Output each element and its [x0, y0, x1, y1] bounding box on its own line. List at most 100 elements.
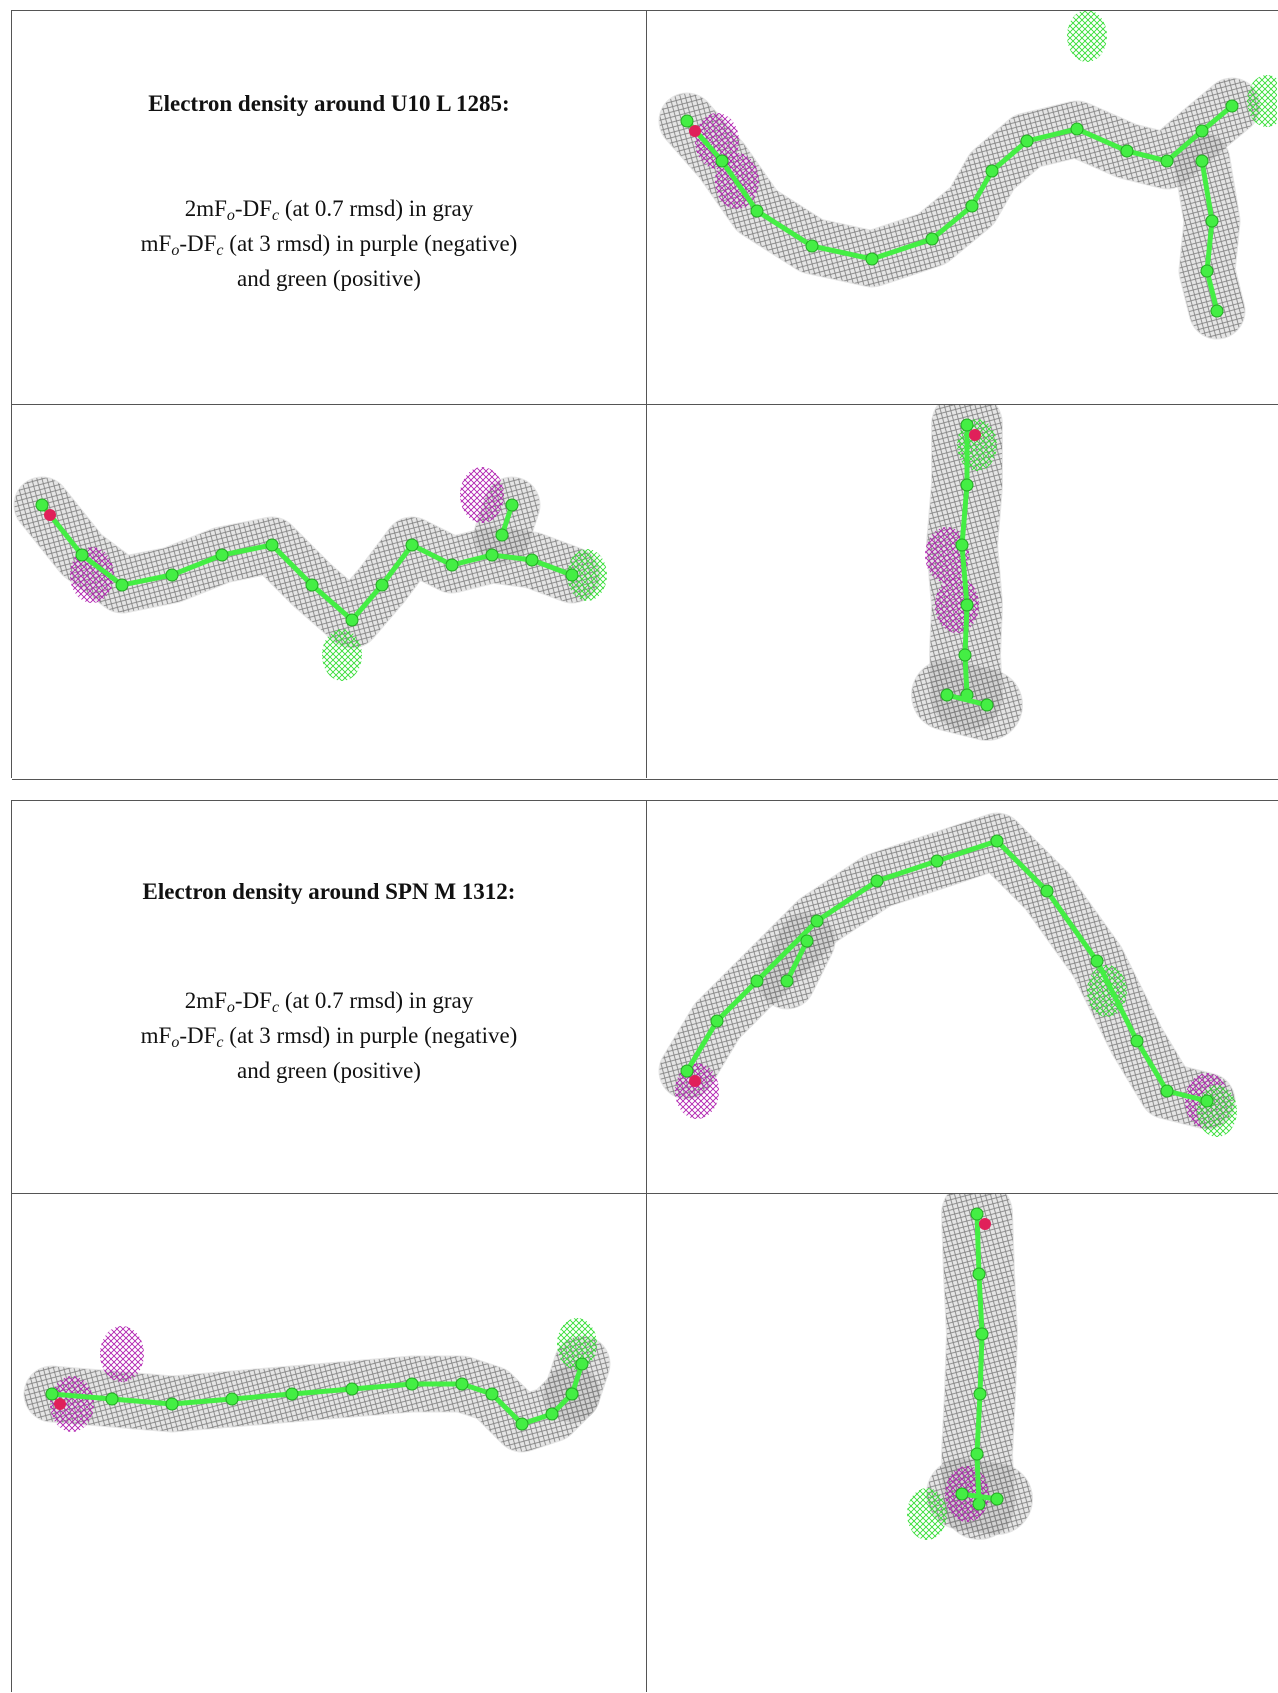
atom	[681, 115, 693, 127]
atom	[931, 855, 943, 867]
density-image	[647, 405, 1277, 779]
atom	[406, 539, 418, 551]
atom	[681, 1065, 693, 1077]
oxygen	[689, 125, 701, 137]
atom	[286, 1388, 298, 1400]
atom	[956, 539, 968, 551]
legend-text: mF	[141, 231, 172, 256]
legend-text: (at 3 rmsd) in purple (negative)	[224, 1023, 518, 1048]
atom	[1226, 100, 1238, 112]
atom	[811, 915, 823, 927]
atom	[526, 554, 538, 566]
atom	[516, 1418, 528, 1430]
atom	[1201, 1095, 1213, 1107]
legend-line: 2mFo-DFc (at 0.7 rmsd) in gray	[12, 983, 646, 1018]
atom	[973, 1268, 985, 1280]
legend-line: mFo-DFc (at 3 rmsd) in purple (negative)	[12, 226, 646, 261]
atom	[961, 599, 973, 611]
atom	[1196, 155, 1208, 167]
subscript: o	[227, 207, 235, 224]
atom	[486, 1388, 498, 1400]
atom	[546, 1408, 558, 1420]
legend-line: 2mFo-DFc (at 0.7 rmsd) in gray	[12, 191, 646, 226]
legend-text: (at 0.7 rmsd) in gray	[279, 196, 473, 221]
atom	[751, 205, 763, 217]
atom	[46, 1388, 58, 1400]
oxygen	[689, 1075, 701, 1087]
atom	[986, 165, 998, 177]
atom	[1091, 955, 1103, 967]
atom	[1161, 1085, 1173, 1097]
caption-cell: Electron density around U10 L 1285: 2mFo-…	[12, 11, 646, 404]
panel-title: Electron density around SPN M 1312:	[12, 879, 646, 905]
legend: 2mFo-DFc (at 0.7 rmsd) in graymFo-DFc (a…	[12, 983, 646, 1088]
legend-text: -DF	[179, 231, 216, 256]
density-image	[12, 1194, 642, 1584]
panel: Electron density around SPN M 1312: 2mFo-…	[11, 800, 1278, 1692]
atom	[216, 549, 228, 561]
legend-text: -DF	[235, 196, 272, 221]
atom	[1161, 155, 1173, 167]
atom	[406, 1378, 418, 1390]
atom	[1211, 305, 1223, 317]
atom	[961, 479, 973, 491]
atom	[751, 975, 763, 987]
subscript: c	[272, 207, 279, 224]
atom	[1021, 135, 1033, 147]
caption-cell: Electron density around SPN M 1312: 2mFo-…	[12, 801, 646, 1193]
atom	[1201, 265, 1213, 277]
green-mesh	[1067, 11, 1107, 62]
image-cell	[647, 1194, 1277, 1693]
atom	[711, 1015, 723, 1027]
atom	[226, 1393, 238, 1405]
legend-line: and green (positive)	[12, 1053, 646, 1088]
atom	[576, 1358, 588, 1370]
atom	[716, 155, 728, 167]
image-cell	[12, 1194, 642, 1693]
atom	[1041, 885, 1053, 897]
atom	[991, 1493, 1003, 1505]
atom	[973, 1498, 985, 1510]
atom	[871, 875, 883, 887]
panel-title: Electron density around U10 L 1285:	[12, 91, 646, 117]
green-mesh	[907, 1488, 947, 1540]
atom	[36, 499, 48, 511]
atom	[976, 1328, 988, 1340]
atom	[926, 233, 938, 245]
legend-text: 2mF	[185, 988, 227, 1013]
density-image	[647, 1194, 1277, 1584]
subscript: c	[216, 1034, 223, 1051]
atom	[266, 539, 278, 551]
atom	[566, 569, 578, 581]
atom	[1131, 1035, 1143, 1047]
oxygen	[54, 1398, 66, 1410]
gray-mesh-edge	[687, 106, 1232, 259]
subscript: c	[216, 242, 223, 259]
atom	[346, 1383, 358, 1395]
legend-text: and green (positive)	[237, 1058, 421, 1083]
subscript: o	[227, 999, 235, 1016]
atom	[1206, 215, 1218, 227]
atom	[506, 499, 518, 511]
subscript: c	[272, 999, 279, 1016]
purple-mesh	[460, 467, 504, 523]
image-cell	[12, 405, 642, 779]
image-cell	[647, 801, 1277, 1193]
legend-text: and green (positive)	[237, 266, 421, 291]
atom	[806, 240, 818, 252]
legend-text: -DF	[179, 1023, 216, 1048]
atom	[106, 1393, 118, 1405]
image-cell	[647, 405, 1277, 779]
atom	[566, 1388, 578, 1400]
atom	[376, 579, 388, 591]
divider	[12, 779, 1278, 780]
atom	[971, 1208, 983, 1220]
purple-mesh	[100, 1326, 144, 1382]
oxygen	[969, 429, 981, 441]
atom	[866, 253, 878, 265]
oxygen	[979, 1218, 991, 1230]
density-image	[12, 405, 642, 779]
legend-line: mFo-DFc (at 3 rmsd) in purple (negative)	[12, 1018, 646, 1053]
page: Electron density around U10 L 1285:2mFo-…	[0, 0, 1278, 1688]
